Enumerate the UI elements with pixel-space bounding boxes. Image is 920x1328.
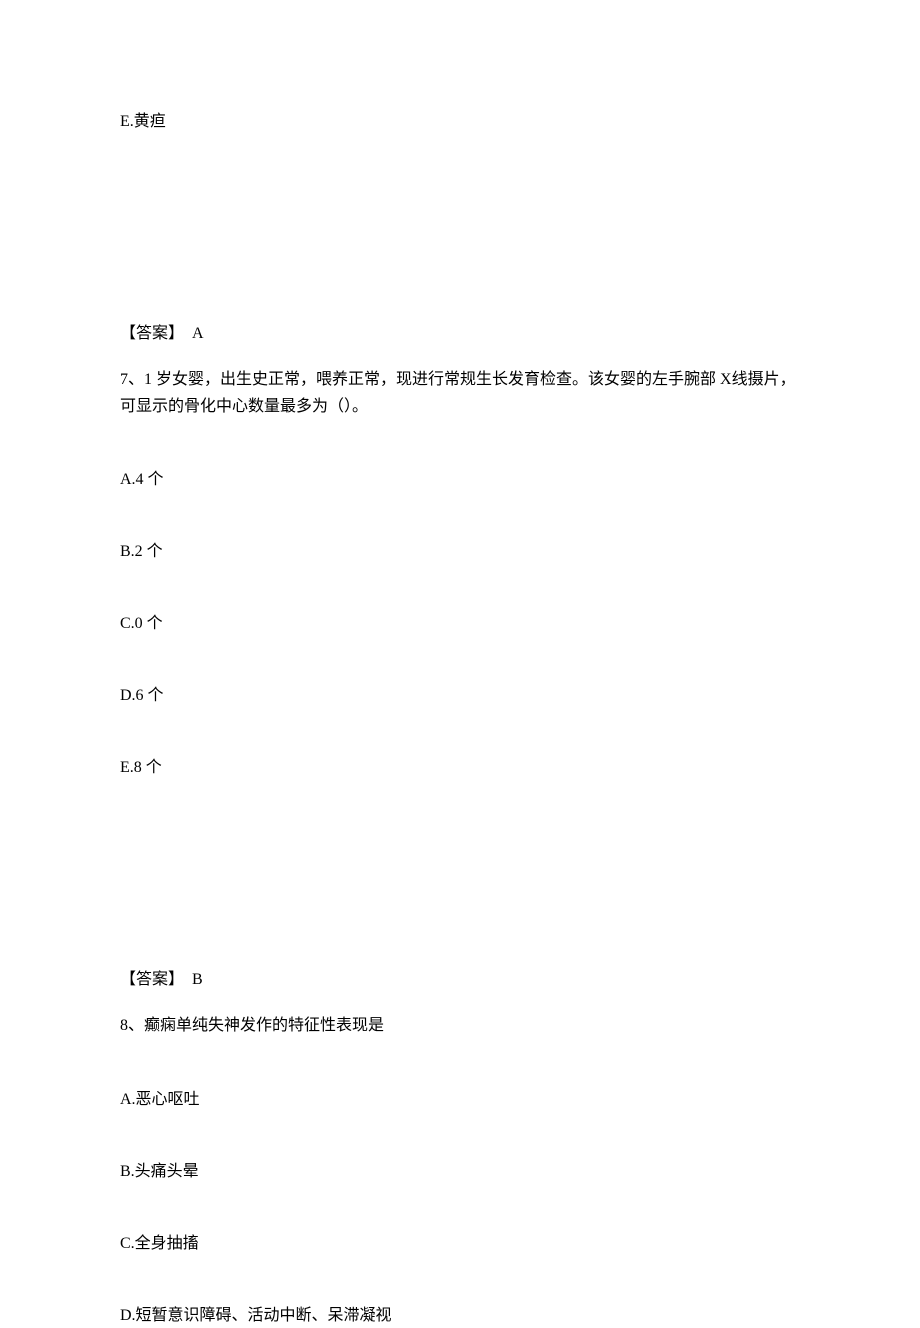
q6-answer: 【答案】 A: [120, 322, 800, 346]
q7-answer-value: B: [192, 971, 203, 988]
q6-answer-value: A: [192, 325, 204, 342]
q7-option-e: E.8 个: [120, 756, 800, 780]
q8-option-b: B.头痛头晕: [120, 1160, 800, 1184]
q6-answer-label: 【答案】: [120, 325, 184, 342]
q7-option-b: B.2 个: [120, 540, 800, 564]
q7-option-c: C.0 个: [120, 612, 800, 636]
q8-option-d: D.短暂意识障碍、活动中断、呆滞凝视: [120, 1304, 800, 1328]
q7-option-d: D.6 个: [120, 684, 800, 708]
q7-number: 7、: [120, 371, 144, 388]
q8-number: 8、: [120, 1017, 144, 1034]
q8-options: A.恶心呕吐 B.头痛头晕 C.全身抽搐 D.短暂意识障碍、活动中断、呆滞凝视: [120, 1088, 800, 1328]
q8-question: 8、癫痫单纯失神发作的特征性表现是: [120, 1012, 800, 1039]
q7-text: 1 岁女婴，出生史正常，喂养正常，现进行常规生长发育检查。该女婴的左手腕部 X线…: [120, 371, 796, 415]
q7-answer-label: 【答案】: [120, 971, 184, 988]
q7-answer: 【答案】 B: [120, 968, 800, 992]
q8-option-c: C.全身抽搐: [120, 1232, 800, 1256]
q7-question: 7、1 岁女婴，出生史正常，喂养正常，现进行常规生长发育检查。该女婴的左手腕部 …: [120, 366, 800, 420]
q8-text: 癫痫单纯失神发作的特征性表现是: [144, 1017, 384, 1034]
q6-option-e: E.黄疸: [120, 110, 800, 134]
q7-option-a: A.4 个: [120, 468, 800, 492]
q7-options: A.4 个 B.2 个 C.0 个 D.6 个 E.8 个: [120, 468, 800, 780]
q8-option-a: A.恶心呕吐: [120, 1088, 800, 1112]
